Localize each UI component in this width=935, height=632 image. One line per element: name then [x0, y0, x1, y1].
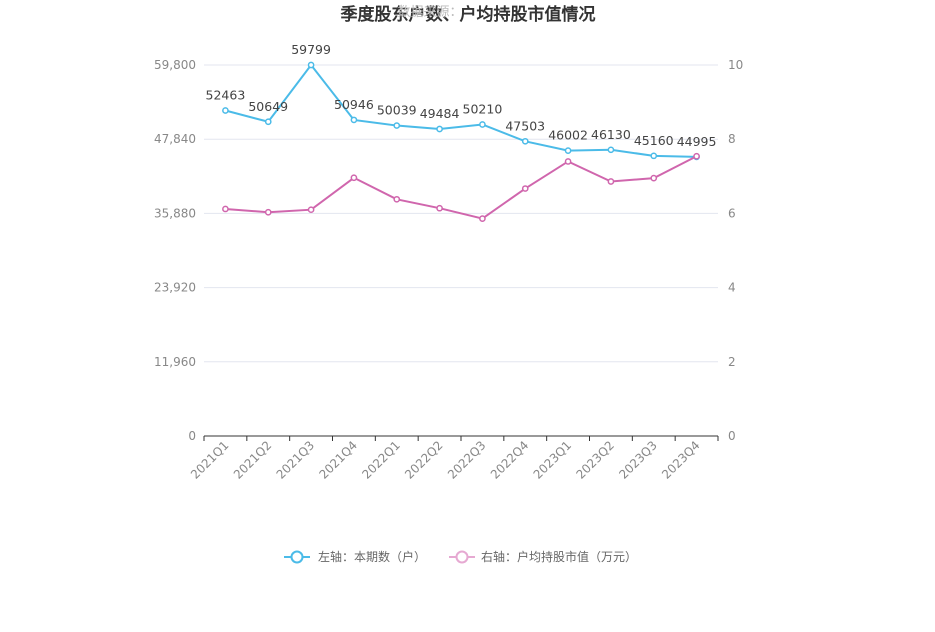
legend-label: 右轴：户均持股市值（万元）: [481, 549, 637, 564]
data-point[interactable]: [521, 137, 529, 145]
data-label: 46002: [548, 128, 588, 143]
right-tick-label: 8: [728, 132, 736, 146]
data-point[interactable]: [564, 158, 572, 165]
legend-item-0[interactable]: 左轴：本期数（户）: [284, 549, 426, 564]
x-tick-label: 2023Q3: [616, 438, 660, 482]
x-tick-label: 2021Q4: [316, 438, 360, 482]
data-point[interactable]: [607, 178, 615, 185]
data-point[interactable]: [521, 185, 529, 192]
data-point[interactable]: [479, 121, 486, 128]
legend-marker: [290, 550, 304, 564]
x-tick-label: 2023Q4: [659, 438, 703, 482]
left-tick-label: 59,800: [154, 58, 196, 72]
right-tick-label: 0: [728, 429, 736, 443]
data-label: 45160: [634, 133, 674, 148]
data-point[interactable]: [307, 206, 315, 214]
series-line-1: [225, 155, 698, 220]
x-tick-label: 2023Q2: [573, 438, 617, 482]
x-tick-label: 2021Q2: [231, 438, 275, 482]
x-tick-label: 2022Q3: [445, 438, 489, 482]
x-tick-label: 2021Q3: [274, 438, 318, 482]
data-label: 50039: [377, 103, 417, 118]
data-label: 50946: [334, 97, 374, 112]
data-point[interactable]: [436, 125, 443, 133]
right-tick-label: 6: [728, 206, 736, 220]
data-point[interactable]: [393, 122, 401, 129]
data-point[interactable]: [650, 152, 658, 160]
right-tick-label: 4: [728, 281, 736, 295]
legend-label: 左轴：本期数（户）: [318, 549, 426, 564]
left-axis-ticks: 0 11,960 23,920 35,880 47,840 59,800: [154, 58, 196, 443]
data-label: 59799: [291, 42, 331, 57]
x-tick-label: 2021Q1: [188, 438, 232, 482]
left-tick-label: 35,880: [154, 206, 196, 220]
data-label: 50210: [463, 101, 503, 116]
data-label: 50649: [248, 99, 288, 114]
x-tick-label: 2022Q1: [359, 438, 403, 482]
right-axis-ticks: 0 2 4 6 8 10: [728, 58, 743, 443]
legend-marker: [455, 550, 469, 564]
left-tick-label: 47,840: [154, 132, 196, 146]
data-point[interactable]: [650, 174, 658, 182]
series-line-0: [225, 63, 697, 158]
series-lines: [222, 61, 700, 222]
legend[interactable]: 左轴：本期数（户） 右轴：户均持股市值（万元）: [284, 549, 637, 564]
left-tick-label: 0: [188, 429, 196, 443]
left-tick-label: 11,960: [154, 355, 196, 369]
data-point[interactable]: [222, 107, 229, 114]
data-point[interactable]: [264, 118, 272, 126]
data-point[interactable]: [350, 116, 358, 124]
data-label: 44995: [677, 134, 717, 149]
data-point[interactable]: [350, 174, 358, 182]
left-tick-label: 23,920: [154, 281, 196, 295]
data-label: 46130: [591, 127, 631, 142]
x-tick-label: 2023Q1: [531, 438, 575, 482]
data-label: 52463: [206, 88, 246, 103]
data-point[interactable]: [607, 146, 615, 154]
data-point[interactable]: [393, 195, 401, 203]
x-tick-label: 2022Q4: [488, 438, 532, 482]
watermark-text: 数据来源：: [397, 5, 462, 20]
data-point[interactable]: [693, 152, 700, 160]
data-label: 47503: [505, 118, 545, 133]
data-point[interactable]: [307, 61, 315, 69]
right-tick-label: 2: [728, 355, 736, 369]
chart-title: 季度股东户数、户均持股市值情况: [341, 4, 596, 25]
data-label: 49484: [420, 106, 460, 121]
x-tick-label: 2022Q2: [402, 438, 446, 482]
data-point[interactable]: [564, 147, 572, 154]
legend-item-1[interactable]: 右轴：户均持股市值（万元）: [449, 549, 637, 564]
data-point[interactable]: [436, 204, 443, 212]
x-axis: 2021Q1 2021Q2 2021Q3 2021Q4 2022Q1 2022Q2 2022…: [188, 435, 719, 482]
right-tick-label: 10: [728, 58, 743, 72]
data-point[interactable]: [479, 215, 486, 222]
data-point[interactable]: [222, 205, 229, 213]
data-point[interactable]: [264, 208, 272, 216]
